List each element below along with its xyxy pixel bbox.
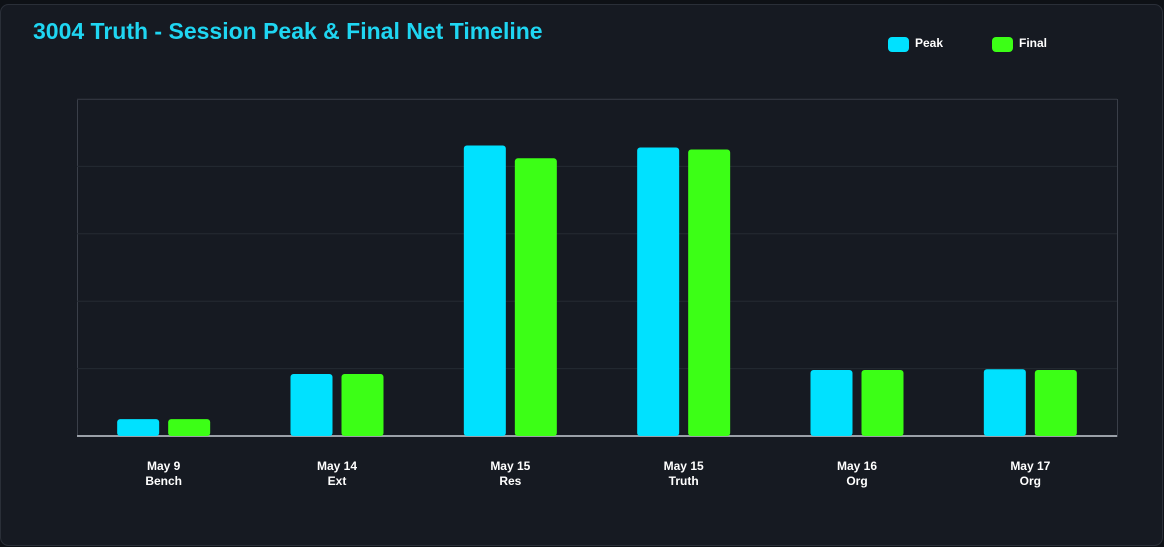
- x-tick-label: Org: [846, 474, 867, 488]
- bar: [688, 149, 731, 437]
- bar: [341, 373, 384, 436]
- x-tick-label: May 15: [664, 459, 704, 473]
- bar: [983, 369, 1026, 436]
- legend-label: Peak: [915, 36, 943, 50]
- bar: [290, 373, 333, 436]
- bar: [1034, 369, 1077, 436]
- x-tick-label: May 14: [317, 459, 357, 473]
- x-tick-label: Truth: [669, 474, 699, 488]
- chart-title: 3004 Truth - Session Peak & Final Net Ti…: [33, 18, 543, 44]
- x-tick-label: May 16: [837, 459, 877, 473]
- x-tick-label: Res: [499, 474, 521, 488]
- x-tick-label: May 9: [147, 459, 181, 473]
- bar: [637, 147, 680, 436]
- x-tick-label: May 15: [490, 459, 530, 473]
- legend-label: Final: [1019, 36, 1047, 50]
- bar: [810, 369, 853, 436]
- bar: [117, 419, 160, 436]
- legend-swatch: [992, 37, 1013, 52]
- x-tick-label: Bench: [145, 474, 182, 488]
- x-tick-label: May 17: [1010, 459, 1050, 473]
- legend-swatch: [888, 37, 909, 52]
- bar: [514, 158, 557, 436]
- bar: [861, 369, 904, 436]
- bar: [168, 419, 211, 436]
- x-tick-label: Ext: [328, 474, 347, 488]
- bar: [463, 145, 506, 437]
- x-tick-label: Org: [1020, 474, 1041, 488]
